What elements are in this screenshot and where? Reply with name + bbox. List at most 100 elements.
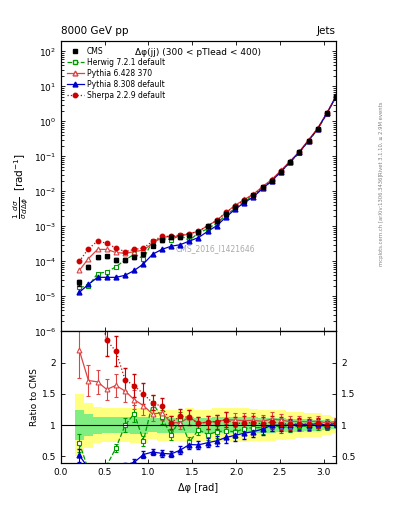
Sherpa 2.2.9 default [233, 203, 237, 209]
Herwig 7.2.1 default [150, 238, 155, 244]
Pythia 6.428 370 [260, 183, 265, 189]
Pythia 8.308 default [315, 126, 320, 132]
Sherpa 2.2.9 default [77, 259, 82, 265]
Text: 8000 GeV pp: 8000 GeV pp [61, 26, 129, 36]
Pythia 6.428 370 [334, 93, 338, 99]
Herwig 7.2.1 default [141, 255, 146, 262]
Pythia 6.428 370 [196, 228, 201, 234]
Pythia 6.428 370 [160, 234, 164, 241]
Sherpa 2.2.9 default [95, 238, 100, 244]
Pythia 8.308 default [224, 214, 228, 220]
Sherpa 2.2.9 default [334, 93, 338, 99]
Pythia 8.308 default [233, 206, 237, 212]
Herwig 7.2.1 default [105, 269, 109, 275]
Sherpa 2.2.9 default [160, 233, 164, 240]
Herwig 7.2.1 default [260, 185, 265, 191]
Sherpa 2.2.9 default [251, 191, 256, 198]
Herwig 7.2.1 default [205, 226, 210, 232]
Pythia 6.428 370 [178, 233, 182, 240]
Sherpa 2.2.9 default [132, 246, 137, 252]
Pythia 6.428 370 [205, 223, 210, 229]
Herwig 7.2.1 default [242, 198, 247, 204]
X-axis label: Δφ [rad]: Δφ [rad] [178, 483, 219, 493]
Pythia 6.428 370 [86, 255, 91, 262]
Pythia 8.308 default [114, 274, 118, 281]
Pythia 8.308 default [279, 168, 283, 175]
Sherpa 2.2.9 default [306, 137, 311, 143]
Sherpa 2.2.9 default [196, 228, 201, 234]
Pythia 8.308 default [297, 149, 302, 155]
Pythia 6.428 370 [141, 247, 146, 253]
Herwig 7.2.1 default [178, 232, 182, 239]
Pythia 8.308 default [251, 194, 256, 200]
Sherpa 2.2.9 default [105, 240, 109, 246]
Pythia 6.428 370 [114, 249, 118, 255]
Pythia 6.428 370 [325, 110, 329, 116]
Pythia 6.428 370 [279, 167, 283, 174]
Pythia 6.428 370 [77, 267, 82, 273]
Pythia 8.308 default [242, 200, 247, 206]
Herwig 7.2.1 default [224, 212, 228, 218]
Pythia 8.308 default [150, 251, 155, 258]
Pythia 8.308 default [187, 238, 192, 244]
Pythia 6.428 370 [242, 197, 247, 203]
Sherpa 2.2.9 default [270, 177, 274, 183]
Herwig 7.2.1 default [187, 237, 192, 243]
Pythia 6.428 370 [123, 250, 127, 257]
Pythia 8.308 default [288, 159, 292, 165]
Pythia 8.308 default [105, 274, 109, 281]
Legend: CMS, Herwig 7.2.1 default, Pythia 6.428 370, Pythia 8.308 default, Sherpa 2.2.9 : CMS, Herwig 7.2.1 default, Pythia 6.428 … [65, 45, 167, 102]
Herwig 7.2.1 default [315, 126, 320, 132]
Pythia 6.428 370 [315, 125, 320, 131]
Text: Rivet 3.1.10, ≥ 2.9M events: Rivet 3.1.10, ≥ 2.9M events [379, 101, 384, 175]
Pythia 6.428 370 [105, 246, 109, 252]
Pythia 8.308 default [123, 272, 127, 279]
Pythia 6.428 370 [297, 148, 302, 155]
Herwig 7.2.1 default [297, 150, 302, 156]
Pythia 6.428 370 [288, 158, 292, 164]
Sherpa 2.2.9 default [123, 248, 127, 254]
Pythia 8.308 default [141, 261, 146, 267]
Sherpa 2.2.9 default [187, 230, 192, 237]
Pythia 6.428 370 [215, 218, 219, 224]
Herwig 7.2.1 default [86, 283, 91, 289]
Pythia 6.428 370 [270, 176, 274, 182]
Y-axis label: $\frac{1}{\sigma}\frac{d\sigma}{d\Delta\phi}$  [rad$^{-1}$]: $\frac{1}{\sigma}\frac{d\sigma}{d\Delta\… [12, 153, 31, 219]
Herwig 7.2.1 default [169, 237, 173, 243]
Pythia 8.308 default [334, 94, 338, 100]
Pythia 6.428 370 [150, 240, 155, 246]
Pythia 8.308 default [270, 178, 274, 184]
Pythia 6.428 370 [224, 209, 228, 216]
Pythia 8.308 default [306, 138, 311, 144]
Pythia 6.428 370 [187, 230, 192, 237]
Line: Pythia 8.308 default: Pythia 8.308 default [77, 94, 338, 295]
Herwig 7.2.1 default [123, 257, 127, 263]
Herwig 7.2.1 default [215, 220, 219, 226]
Pythia 8.308 default [205, 228, 210, 234]
Pythia 6.428 370 [132, 248, 137, 254]
Pythia 8.308 default [178, 242, 182, 248]
Herwig 7.2.1 default [95, 270, 100, 276]
Y-axis label: Ratio to CMS: Ratio to CMS [30, 369, 39, 426]
Pythia 8.308 default [260, 185, 265, 191]
Sherpa 2.2.9 default [315, 125, 320, 132]
Pythia 8.308 default [86, 281, 91, 287]
Sherpa 2.2.9 default [297, 149, 302, 155]
Text: Jets: Jets [317, 26, 336, 36]
Text: mcplots.cern.ch [arXiv:1306.3436]: mcplots.cern.ch [arXiv:1306.3436] [379, 175, 384, 266]
Line: Pythia 6.428 370: Pythia 6.428 370 [77, 94, 338, 273]
Pythia 8.308 default [196, 234, 201, 241]
Sherpa 2.2.9 default [86, 246, 91, 252]
Herwig 7.2.1 default [325, 111, 329, 117]
Line: Sherpa 2.2.9 default: Sherpa 2.2.9 default [77, 94, 338, 264]
Herwig 7.2.1 default [77, 284, 82, 290]
Sherpa 2.2.9 default [150, 238, 155, 244]
Sherpa 2.2.9 default [169, 233, 173, 240]
Pythia 6.428 370 [233, 202, 237, 208]
Herwig 7.2.1 default [270, 178, 274, 184]
Sherpa 2.2.9 default [224, 209, 228, 216]
Pythia 8.308 default [169, 243, 173, 249]
Sherpa 2.2.9 default [141, 245, 146, 251]
Text: CMS_2016_I1421646: CMS_2016_I1421646 [175, 244, 255, 253]
Sherpa 2.2.9 default [242, 197, 247, 203]
